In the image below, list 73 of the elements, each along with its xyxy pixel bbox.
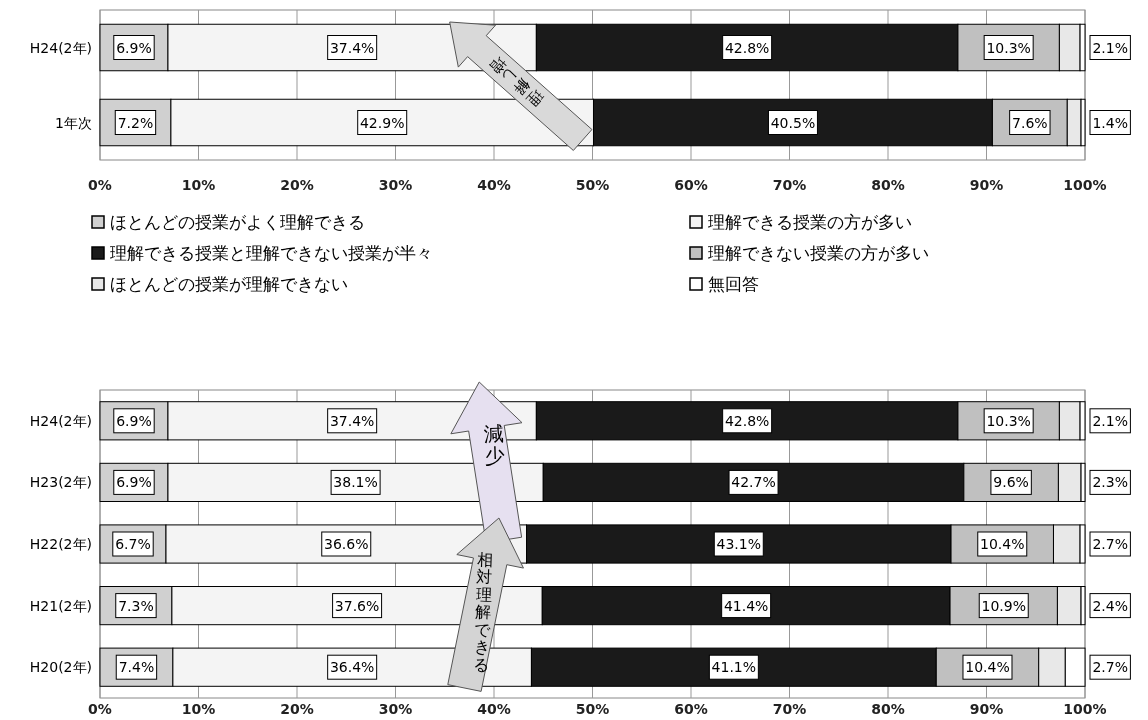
data-label: 10.4%	[965, 659, 1010, 676]
data-label: 6.9%	[116, 412, 152, 429]
y-tick-label: H21(2年)	[29, 597, 92, 614]
x-tick-label: 0%	[88, 701, 112, 717]
x-tick-label: 60%	[674, 701, 708, 717]
x-tick-label: 10%	[181, 177, 216, 193]
legend-label: ほとんどの授業が理解できない	[110, 274, 348, 294]
data-label: 9.6%	[993, 474, 1029, 491]
legend-label: 理解できる授業と理解できない授業が半々	[110, 243, 433, 263]
data-label: 36.6%	[324, 536, 369, 552]
x-tick-label: 50%	[575, 177, 610, 193]
legend-label: 無回答	[708, 274, 759, 294]
data-label: 2.7%	[1092, 659, 1128, 676]
x-tick-label: 100%	[1063, 177, 1107, 193]
data-label: 41.1%	[711, 659, 757, 676]
x-tick-label: 100%	[1063, 701, 1107, 717]
x-tick-label: 20%	[280, 701, 314, 717]
x-tick-label: 40%	[477, 701, 511, 717]
legend-label: ほとんどの授業がよく理解できる	[110, 212, 365, 232]
data-label: 6.7%	[115, 536, 151, 552]
data-label: 40.5%	[770, 114, 816, 131]
data-label: 2.1%	[1092, 39, 1128, 56]
x-tick-label: 80%	[871, 701, 905, 717]
y-tick-label: H24(2年)	[29, 412, 92, 429]
x-tick-label: 60%	[674, 177, 708, 193]
data-label: 10.3%	[986, 39, 1031, 56]
data-label: 7.3%	[118, 597, 154, 614]
y-tick-label: H23(2年)	[29, 474, 92, 491]
x-tick-label: 30%	[378, 177, 413, 193]
data-label: 10.4%	[980, 536, 1025, 552]
data-label: 42.8%	[724, 412, 770, 429]
data-label: 7.6%	[1012, 114, 1048, 131]
data-label: 42.8%	[724, 39, 770, 56]
data-label: 43.1%	[716, 536, 762, 552]
data-label: 1.4%	[1092, 114, 1128, 131]
x-tick-label: 80%	[871, 177, 905, 193]
data-label: 6.9%	[116, 39, 152, 56]
annotation: 減少	[483, 421, 505, 469]
data-label: 10.3%	[986, 412, 1031, 429]
data-label: 10.9%	[981, 597, 1026, 614]
data-label: 42.9%	[359, 114, 405, 131]
legend-label: 理解できる授業の方が多い	[708, 212, 912, 232]
x-tick-label: 70%	[772, 701, 807, 717]
x-tick-label: 40%	[477, 177, 511, 193]
data-label: 2.4%	[1092, 597, 1128, 614]
x-tick-label: 90%	[969, 177, 1004, 193]
data-label: 37.4%	[329, 412, 375, 429]
data-label: 7.2%	[117, 114, 154, 131]
x-tick-label: 20%	[280, 177, 314, 193]
data-label: 2.3%	[1092, 474, 1128, 491]
data-label: 41.4%	[723, 597, 769, 614]
data-label: 6.9%	[116, 474, 152, 491]
data-label: 42.7%	[731, 474, 776, 491]
annotation: 理解し増	[485, 53, 547, 110]
data-label: 38.1%	[333, 474, 378, 491]
x-tick-label: 0%	[88, 177, 112, 193]
data-label: 36.4%	[329, 659, 375, 676]
y-tick-label: 1年次	[55, 114, 92, 131]
x-tick-label: 30%	[378, 701, 413, 717]
data-label: 7.4%	[118, 659, 155, 676]
data-label: 37.6%	[334, 597, 380, 614]
data-label: 37.4%	[329, 39, 375, 56]
x-tick-label: 10%	[181, 701, 216, 717]
y-tick-label: H22(2年)	[29, 536, 92, 552]
x-tick-label: 90%	[969, 701, 1004, 717]
y-tick-label: H20(2年)	[29, 659, 92, 676]
data-label: 2.7%	[1092, 536, 1128, 552]
x-tick-label: 50%	[575, 701, 610, 717]
data-label: 2.1%	[1092, 412, 1128, 429]
legend-label: 理解できない授業の方が多い	[708, 243, 929, 263]
x-tick-label: 70%	[772, 177, 807, 193]
y-tick-label: H24(2年)	[29, 39, 92, 56]
annotation: 相対理解できる	[472, 549, 494, 675]
